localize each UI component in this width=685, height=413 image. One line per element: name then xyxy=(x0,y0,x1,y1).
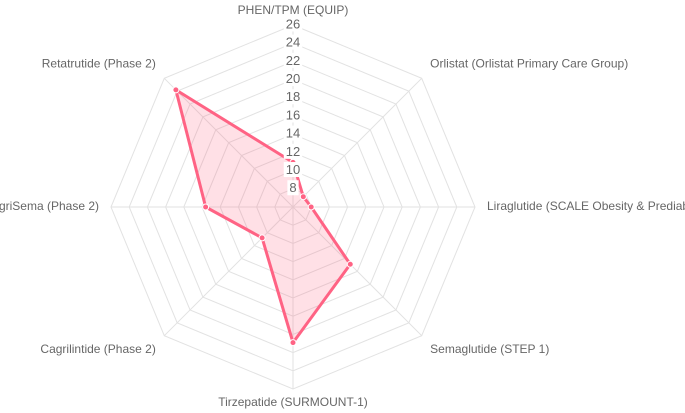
tick-backdrop xyxy=(287,180,299,196)
category-label: CagriSema (Phase 2) xyxy=(0,199,99,213)
tick-backdrop xyxy=(283,143,303,159)
r-tick-label: 20 xyxy=(286,71,300,86)
r-tick-label: 14 xyxy=(286,126,300,141)
category-label: PHEN/TPM (EQUIP) xyxy=(238,3,349,17)
r-tick-label: 8 xyxy=(289,180,296,195)
tick-backdrop xyxy=(283,16,303,32)
tick-backdrop xyxy=(283,34,303,50)
category-label: Semaglutide (STEP 1) xyxy=(430,342,549,356)
category-label: Liraglutide (SCALE Obesity & Prediabetes… xyxy=(487,199,685,213)
data-point xyxy=(346,260,354,268)
tick-backdrop xyxy=(283,107,303,123)
data-point xyxy=(299,193,307,201)
angle-line xyxy=(292,206,423,337)
r-tick-label: 22 xyxy=(286,53,300,68)
r-tick-label: 16 xyxy=(286,107,300,122)
angle-line xyxy=(292,77,423,208)
tick-backdrop xyxy=(283,89,303,105)
r-tick-label: 26 xyxy=(286,16,300,31)
series-area xyxy=(174,88,352,345)
r-tick-label: 10 xyxy=(286,162,300,177)
r-tick-label: 18 xyxy=(286,89,300,104)
category-label: Tirzepatide (SURMOUNT-1) xyxy=(218,395,368,409)
data-point xyxy=(307,203,315,211)
tick-backdrop xyxy=(283,125,303,141)
data-point xyxy=(202,203,210,211)
r-tick-label: 24 xyxy=(286,35,300,50)
angle-line xyxy=(163,206,294,337)
tick-backdrop xyxy=(283,162,303,178)
category-label: Retatrutide (Phase 2) xyxy=(42,56,156,70)
data-point xyxy=(258,234,266,242)
category-label: Cagrilintide (Phase 2) xyxy=(40,342,155,356)
angle-line xyxy=(163,77,294,208)
tick-backdrop xyxy=(283,52,303,68)
r-tick-label: 12 xyxy=(286,144,300,159)
data-point xyxy=(172,86,180,94)
data-point xyxy=(289,339,297,347)
category-label: Orlistat (Orlistat Primary Care Group) xyxy=(430,56,628,70)
tick-backdrop xyxy=(283,71,303,87)
